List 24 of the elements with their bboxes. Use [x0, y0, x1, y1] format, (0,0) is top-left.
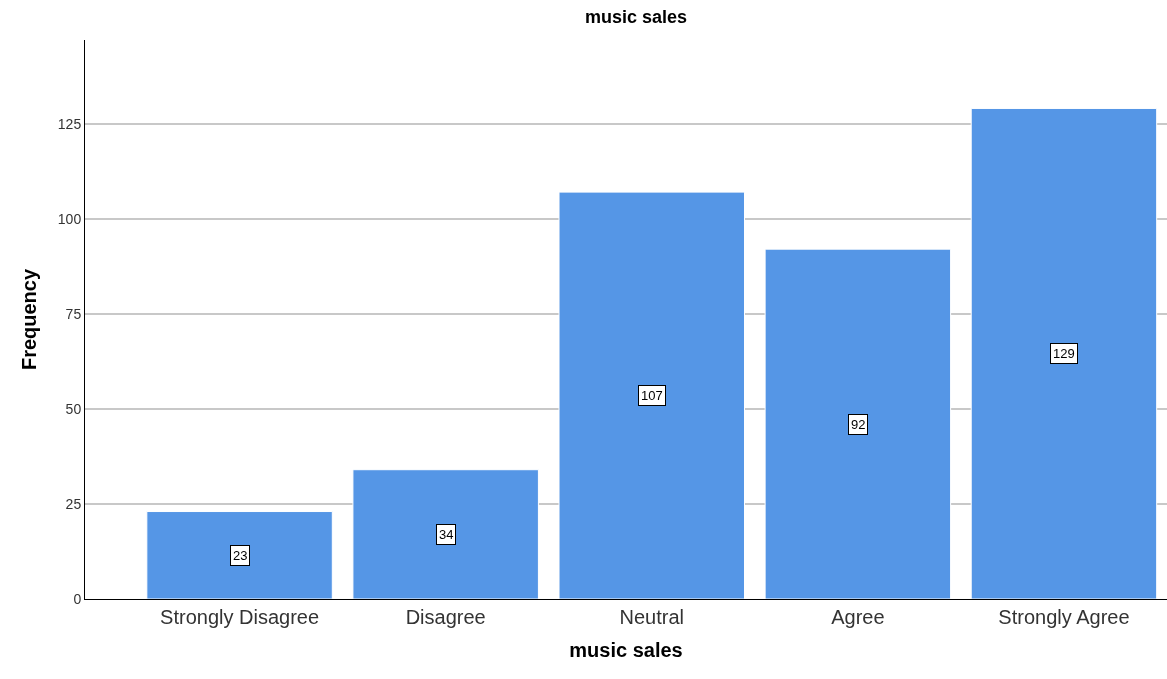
- y-tick-label: 25: [65, 495, 82, 512]
- x-axis-title: music sales: [569, 638, 683, 661]
- x-tick-label: Strongly Disagree: [160, 606, 320, 628]
- data-label: 23: [233, 548, 248, 563]
- bar: [146, 511, 333, 599]
- bar: [352, 469, 539, 599]
- x-tick-label: Strongly Agree: [998, 606, 1130, 628]
- data-label: 34: [439, 527, 454, 542]
- bar: [970, 107, 1158, 599]
- x-tick-label: Disagree: [405, 606, 486, 628]
- bar: [764, 248, 952, 599]
- x-tick-label: Agree: [831, 606, 885, 628]
- y-tick-label: 0: [73, 590, 82, 607]
- x-tick-label: Neutral: [619, 606, 684, 628]
- data-label: 129: [1053, 346, 1075, 361]
- y-tick-label: 50: [65, 400, 82, 417]
- data-label: 92: [851, 417, 866, 432]
- bar: [558, 191, 745, 599]
- y-tick-label: 100: [57, 210, 82, 227]
- y-tick-label: 125: [57, 115, 82, 132]
- data-label: 107: [641, 388, 663, 403]
- y-tick-label: 75: [65, 305, 82, 322]
- y-axis-title: Frequency: [18, 268, 41, 371]
- chart-title: music sales: [584, 6, 688, 27]
